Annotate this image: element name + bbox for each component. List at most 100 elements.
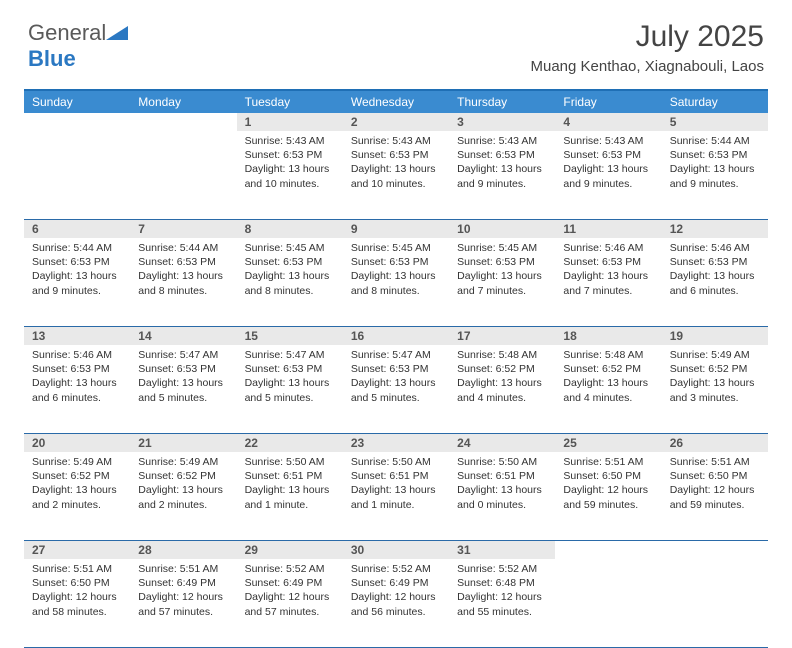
info-line: and 6 minutes.	[32, 391, 122, 405]
month-title: July 2025	[530, 20, 764, 54]
day-number: 30	[343, 541, 449, 559]
day-info: Sunrise: 5:51 AMSunset: 6:50 PMDaylight:…	[24, 559, 130, 625]
day-info: Sunrise: 5:45 AMSunset: 6:53 PMDaylight:…	[237, 238, 343, 304]
info-line: Daylight: 12 hours	[138, 590, 228, 604]
brand-logo: General Blue	[28, 20, 128, 72]
day-number: 5	[662, 113, 768, 131]
info-line: Daylight: 13 hours	[245, 483, 335, 497]
day-cell: Sunrise: 5:50 AMSunset: 6:51 PMDaylight:…	[237, 452, 343, 540]
day-info: Sunrise: 5:50 AMSunset: 6:51 PMDaylight:…	[343, 452, 449, 518]
info-line: Sunset: 6:53 PM	[670, 255, 760, 269]
info-line: Sunrise: 5:51 AM	[563, 455, 653, 469]
info-line: Sunrise: 5:47 AM	[138, 348, 228, 362]
brand-part2: Blue	[28, 46, 76, 71]
info-line: and 1 minute.	[351, 498, 441, 512]
info-line: Sunset: 6:52 PM	[670, 362, 760, 376]
info-line: and 9 minutes.	[670, 177, 760, 191]
day-info: Sunrise: 5:49 AMSunset: 6:52 PMDaylight:…	[662, 345, 768, 411]
day-number: 25	[555, 434, 661, 452]
dayhead-tue: Tuesday	[237, 91, 343, 113]
info-line: Sunset: 6:53 PM	[457, 255, 547, 269]
info-line: Sunset: 6:53 PM	[670, 148, 760, 162]
day-number: 8	[237, 220, 343, 238]
info-line: Sunset: 6:52 PM	[32, 469, 122, 483]
info-line: Daylight: 13 hours	[351, 483, 441, 497]
info-line: Sunset: 6:49 PM	[351, 576, 441, 590]
location-text: Muang Kenthao, Xiagnabouli, Laos	[530, 58, 764, 75]
week-row: Sunrise: 5:49 AM Sunset: 6:52 PM Daylight:…	[24, 452, 768, 541]
info-line: Sunrise: 5:43 AM	[563, 134, 653, 148]
day-cell: Sunrise: 5:52 AMSunset: 6:48 PMDaylight:…	[449, 559, 555, 647]
day-info: Sunrise: 5:44 AMSunset: 6:53 PMDaylight:…	[662, 131, 768, 197]
info-line: Sunrise: 5:48 AM	[563, 348, 653, 362]
info-line: and 8 minutes.	[245, 284, 335, 298]
info-line: Sunset: 6:53 PM	[32, 255, 122, 269]
day-cell	[555, 559, 661, 647]
day-cell: Sunrise: 5:51 AMSunset: 6:50 PMDaylight:…	[662, 452, 768, 540]
daynum-row: 13141516171819	[24, 327, 768, 345]
info-line: Sunset: 6:52 PM	[563, 362, 653, 376]
info-line: Daylight: 13 hours	[138, 376, 228, 390]
day-number: 1	[237, 113, 343, 131]
day-info: Sunrise: 5:52 AMSunset: 6:49 PMDaylight:…	[237, 559, 343, 625]
day-info: Sunrise: 5:47 AMSunset: 6:53 PMDaylight:…	[343, 345, 449, 411]
calendar: Sunday Monday Tuesday Wednesday Thursday…	[24, 89, 768, 648]
info-line: and 9 minutes.	[32, 284, 122, 298]
week-row: Sunrise: 5:44 AMSunset: 6:53 PMDaylight:…	[24, 238, 768, 327]
info-line: Sunrise: 5:48 AM	[457, 348, 547, 362]
info-line: Daylight: 13 hours	[563, 376, 653, 390]
day-cell: Sunrise: 5:49 AMSunset: 6:52 PMDaylight:…	[24, 452, 130, 540]
info-line: Sunrise: 5:51 AM	[32, 562, 122, 576]
day-number: 18	[555, 327, 661, 345]
day-number: 21	[130, 434, 236, 452]
info-line: Sunrise: 5:44 AM	[32, 241, 122, 255]
info-line: and 9 minutes.	[563, 177, 653, 191]
info-line: Sunset: 6:51 PM	[457, 469, 547, 483]
day-number: 17	[449, 327, 555, 345]
day-info: Sunrise: 5:50 AMSunset: 6:51 PMDaylight:…	[237, 452, 343, 518]
info-line: Sunset: 6:51 PM	[351, 469, 441, 483]
info-line: Sunset: 6:53 PM	[457, 148, 547, 162]
day-cell: Sunrise: 5:45 AMSunset: 6:53 PMDaylight:…	[343, 238, 449, 326]
day-cell: Sunrise: 5:44 AMSunset: 6:53 PMDaylight:…	[130, 238, 236, 326]
dayhead-wed: Wednesday	[343, 91, 449, 113]
info-line: Sunrise: 5:52 AM	[457, 562, 547, 576]
info-line: and 5 minutes.	[351, 391, 441, 405]
dayhead-fri: Friday	[555, 91, 661, 113]
info-line: Sunrise: 5:50 AM	[245, 455, 335, 469]
day-info: Sunrise: 5:49 AMSunset: 6:52 PMDaylight:…	[130, 452, 236, 518]
info-line: Sunset: 6:48 PM	[457, 576, 547, 590]
day-cell: Sunrise: 5:43 AMSunset: 6:53 PMDaylight:…	[555, 131, 661, 219]
day-cell	[24, 131, 130, 219]
info-line: Sunrise: 5:52 AM	[245, 562, 335, 576]
day-info: Sunrise: 5:43 AMSunset: 6:53 PMDaylight:…	[343, 131, 449, 197]
day-number: 2	[343, 113, 449, 131]
info-line: and 5 minutes.	[138, 391, 228, 405]
week-row: Sunrise: 5:51 AMSunset: 6:50 PMDaylight:…	[24, 559, 768, 648]
day-info: Sunrise: 5:48 AMSunset: 6:52 PMDaylight:…	[449, 345, 555, 411]
day-number: 29	[237, 541, 343, 559]
day-info: Sunrise: 5:51 AMSunset: 6:49 PMDaylight:…	[130, 559, 236, 625]
info-line: Sunrise: 5:46 AM	[563, 241, 653, 255]
info-line: Daylight: 13 hours	[457, 269, 547, 283]
day-cell: Sunrise: 5:43 AMSunset: 6:53 PMDaylight:…	[237, 131, 343, 219]
day-number: 15	[237, 327, 343, 345]
info-line: Sunrise: 5:50 AM	[457, 455, 547, 469]
daynum-row: 12345	[24, 113, 768, 131]
info-line: Daylight: 12 hours	[670, 483, 760, 497]
info-line: Sunrise: 5:47 AM	[245, 348, 335, 362]
info-line: Sunset: 6:53 PM	[245, 255, 335, 269]
info-line: Sunset: 6:49 PM	[138, 576, 228, 590]
day-number: 20	[24, 434, 130, 452]
info-line: Sunrise: 5:45 AM	[457, 241, 547, 255]
week-row: Sunrise: 5:43 AM Sunset: 6:53 PM Daylight:…	[24, 131, 768, 220]
info-line: Daylight: 13 hours	[351, 162, 441, 176]
info-line: and 8 minutes.	[351, 284, 441, 298]
info-line: and 59 minutes.	[563, 498, 653, 512]
info-line: Sunrise: 5:49 AM	[138, 455, 228, 469]
day-number: 11	[555, 220, 661, 238]
day-info: Sunrise: 5:45 AMSunset: 6:53 PMDaylight:…	[343, 238, 449, 304]
info-line: Sunrise: 5:50 AM	[351, 455, 441, 469]
day-number: 19	[662, 327, 768, 345]
day-cell: Sunrise: 5:48 AMSunset: 6:52 PMDaylight:…	[555, 345, 661, 433]
